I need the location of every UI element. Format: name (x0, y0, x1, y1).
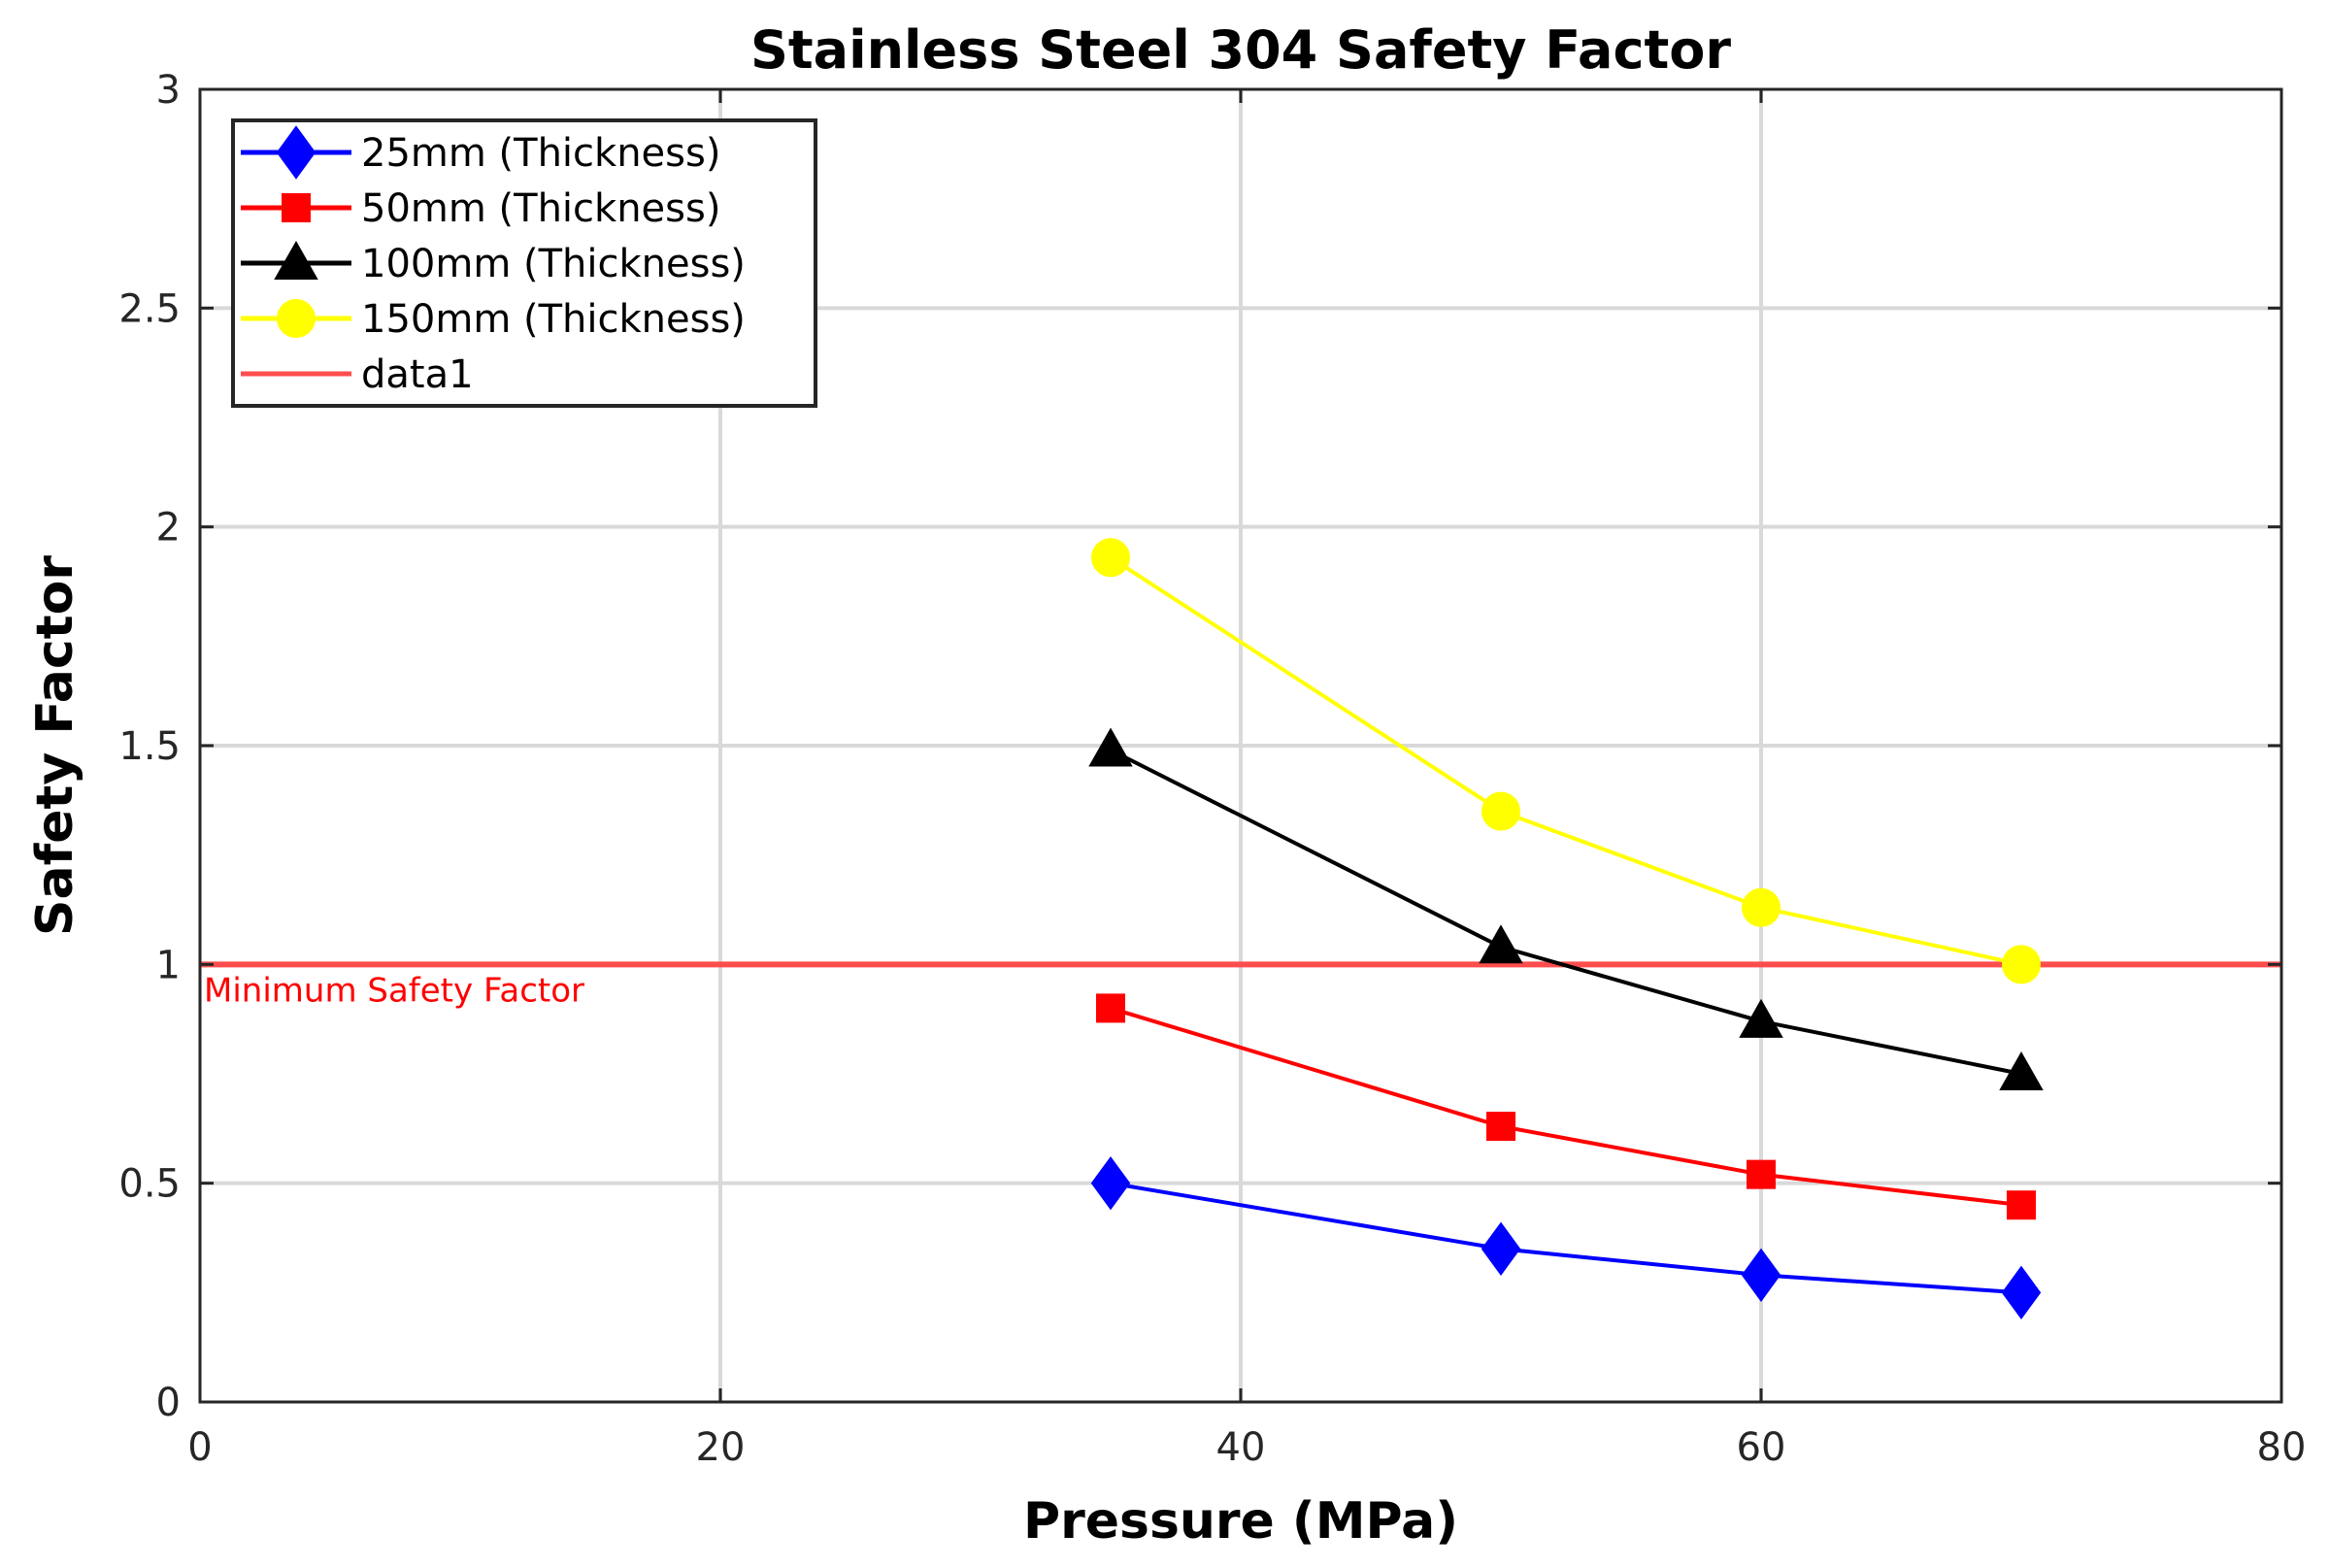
legend-swatch-marker (274, 240, 318, 280)
series-line-1 (1110, 1006, 2022, 1208)
data-point (2007, 1190, 2036, 1220)
legend-entry-3: 150mm (Thickness) (241, 297, 746, 342)
series-layer (1088, 538, 2044, 1320)
minimum-safety-factor-annotation: Minimum Safety Factor (204, 971, 584, 1010)
legend-swatch-marker (282, 193, 311, 222)
data-point (1090, 1155, 1131, 1211)
legend-swatch-marker (277, 299, 316, 338)
data-point (1747, 1159, 1776, 1189)
legend-entry-4: data1 (241, 352, 474, 397)
data-point (2002, 945, 2041, 984)
data-point (1088, 727, 1133, 767)
y-tick-label: 0.5 (118, 1162, 181, 1207)
y-tick-label: 1.5 (118, 724, 181, 769)
x-tick-label: 40 (1216, 1425, 1266, 1470)
legend-entry-0: 25mm (Thickness) (241, 125, 720, 180)
data-point (1999, 1051, 2044, 1090)
legend-label: 100mm (Thickness) (361, 242, 746, 286)
chart-title: Stainless Steel 304 Safety Factor (750, 19, 1731, 81)
legend-label: 150mm (Thickness) (361, 297, 746, 342)
legend-label: data1 (361, 352, 474, 397)
data-point (1742, 887, 1781, 927)
y-tick-label: 2.5 (118, 286, 181, 331)
y-axis-title: Safety Factor (26, 555, 84, 936)
legend-entry-1: 50mm (Thickness) (241, 186, 720, 231)
series-line-3 (1109, 555, 2022, 967)
series-2 (1088, 727, 2044, 1090)
data-point (1741, 1248, 1781, 1303)
y-tick-label: 1 (156, 943, 181, 987)
series-line-0 (1110, 1181, 2022, 1295)
data-point (1481, 791, 1520, 831)
data-point (1479, 924, 1523, 964)
x-tick-label: 20 (696, 1425, 746, 1470)
legend-label: 25mm (Thickness) (361, 131, 720, 176)
y-tick-label: 2 (156, 506, 181, 550)
data-point (1091, 538, 1130, 578)
series-line-2 (1110, 748, 2022, 1076)
legend-label: 50mm (Thickness) (361, 186, 720, 231)
legend-swatch-marker (276, 125, 316, 180)
x-tick-label: 60 (1737, 1425, 1786, 1470)
series-0 (1090, 1155, 2042, 1320)
legend: 25mm (Thickness) 50mm (Thickness) 100mm (T… (231, 118, 817, 408)
data-point (1739, 998, 1783, 1038)
data-point (1096, 993, 1125, 1023)
data-point (1481, 1221, 1521, 1276)
x-tick-label: 0 (187, 1425, 212, 1470)
x-axis-title: Pressure (MPa) (1023, 1492, 1458, 1551)
series-1 (1096, 993, 2036, 1220)
y-tick-label: 0 (156, 1381, 181, 1425)
data-point (2001, 1265, 2042, 1320)
series-3 (1091, 538, 2041, 984)
ticks: 0 20 40 60 80 0 0.5 1 1.5 2 2.5 3 (118, 68, 2306, 1470)
x-tick-label: 80 (2257, 1425, 2307, 1470)
legend-entry-2: 100mm (Thickness) (241, 240, 746, 286)
y-tick-label: 3 (156, 68, 181, 113)
data-point (1486, 1112, 1515, 1142)
